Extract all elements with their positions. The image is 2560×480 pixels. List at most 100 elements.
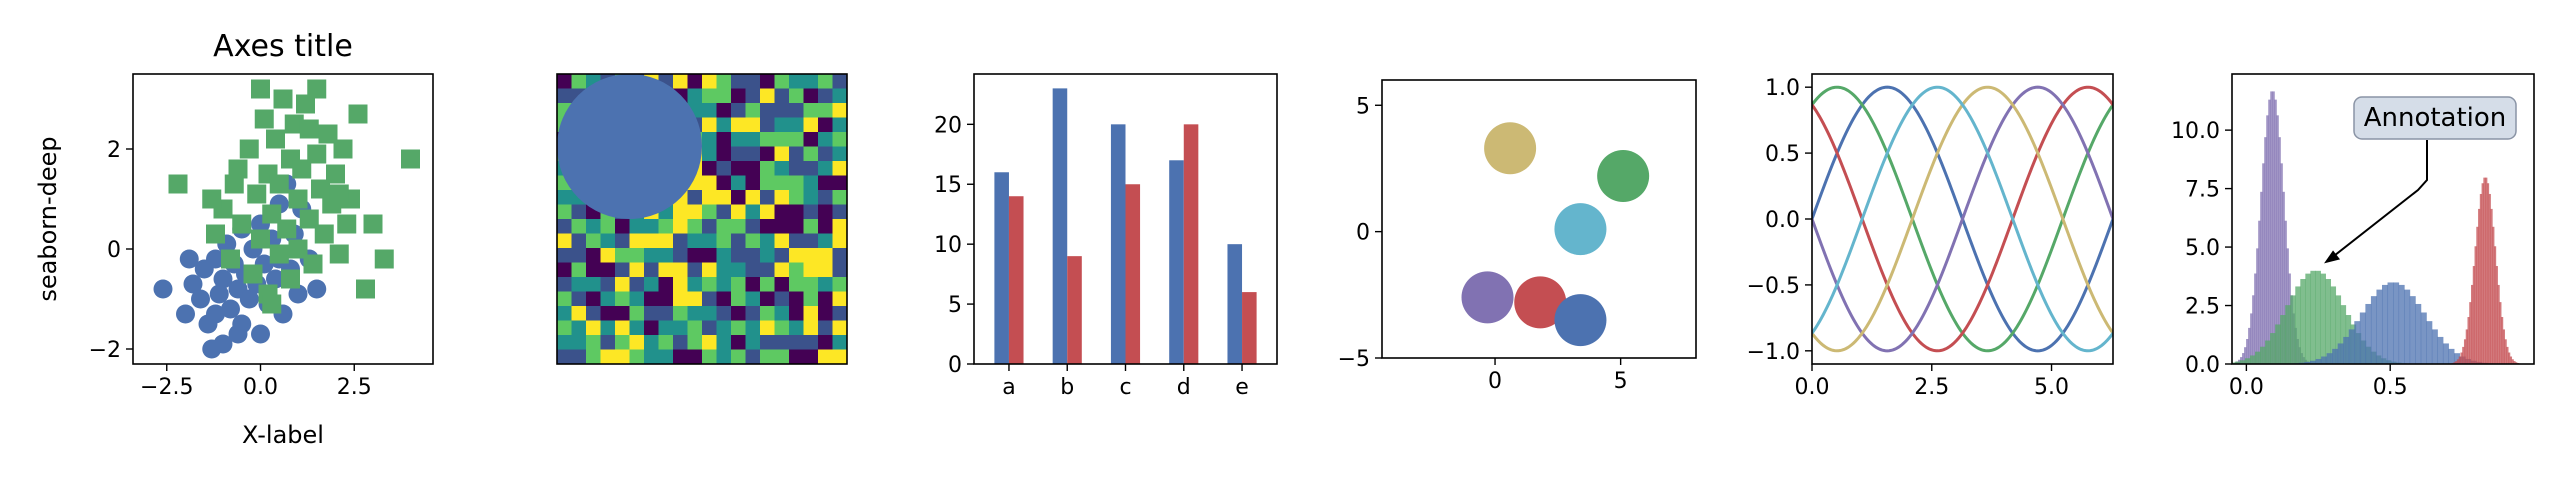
hist-bar	[2502, 329, 2505, 364]
heatmap-cell	[803, 175, 819, 191]
heatmap-cell	[745, 204, 761, 220]
heatmap-cell	[687, 204, 703, 220]
heatmap-cell	[789, 262, 805, 278]
heatmap-cell	[571, 291, 587, 307]
hist-bar	[2504, 339, 2507, 364]
hist-bar	[2310, 270, 2316, 364]
heatmap-cell	[557, 248, 573, 264]
x-tick-label: −2.5	[140, 375, 193, 400]
scatter-point-square	[363, 214, 383, 234]
heatmap-cell	[789, 204, 805, 220]
heatmap-cell	[774, 248, 790, 264]
hist-bar	[2460, 352, 2463, 364]
hist-bar	[2315, 358, 2322, 364]
heatmap-cell	[673, 335, 689, 351]
scatter-point-circle	[153, 279, 173, 299]
heatmap-cell	[571, 277, 587, 293]
heatmap-cell	[600, 277, 616, 293]
heatmap-cell	[803, 262, 819, 278]
hist-bar	[2420, 312, 2427, 364]
hist-bar	[2370, 296, 2377, 364]
scatter-point-square	[266, 129, 285, 149]
heatmap-cell	[760, 219, 776, 235]
heatmap-cell	[760, 233, 776, 249]
heatmap-cell	[557, 74, 573, 90]
y-tick-label: 0	[107, 238, 121, 263]
heatmap-cell	[673, 291, 689, 307]
hist-bar	[2325, 278, 2332, 364]
scatter-point-square	[262, 204, 282, 224]
scatter-point-square	[269, 174, 289, 194]
hist-bar	[2448, 348, 2455, 364]
bar	[1052, 88, 1068, 365]
heatmap-cell	[760, 262, 776, 278]
hist-bar	[2260, 191, 2263, 364]
heatmap-cell	[557, 306, 573, 322]
scatter-point-square	[232, 214, 252, 234]
heatmap-cell	[687, 233, 703, 249]
hist-bar	[2270, 333, 2276, 364]
y-tick-label: 0.0	[2185, 353, 2220, 378]
heatmap-cell	[731, 146, 747, 162]
heatmap-cell	[687, 320, 703, 336]
heatmap-cell	[774, 349, 790, 364]
heatmap-cell	[803, 320, 819, 336]
hist-bar	[2300, 278, 2306, 364]
heatmap-cell	[774, 161, 790, 177]
heatmap-cell	[600, 335, 616, 351]
hist-bar	[2465, 329, 2468, 364]
heatmap-cell	[774, 146, 790, 162]
heatmap-cell	[615, 248, 631, 264]
heatmap-cell	[832, 233, 847, 249]
y-tick-label: 10	[934, 233, 962, 258]
heatmap-cell	[745, 132, 761, 148]
hist-bar	[2278, 137, 2281, 364]
heatmap-cell	[557, 219, 573, 235]
plot-area	[153, 79, 420, 359]
heatmap-cell	[745, 320, 761, 336]
heatmap-cell	[789, 190, 805, 206]
heatmap-cell	[731, 88, 747, 104]
heatmap-cell	[615, 277, 631, 293]
scatter-point-circle	[206, 304, 225, 324]
hist-bar	[2490, 208, 2493, 364]
heatmap-cell	[832, 320, 847, 336]
heatmap-cell	[615, 349, 631, 364]
heatmap-cell	[803, 277, 819, 293]
hist-bar	[2330, 286, 2337, 364]
scatter-point-square	[262, 294, 282, 314]
heatmap-cell	[731, 349, 747, 364]
heatmap-cell	[731, 103, 747, 119]
heatmap-cell	[644, 219, 660, 235]
heatmap-cell	[789, 103, 805, 119]
heatmap-cell	[658, 262, 674, 278]
heatmap-cell	[687, 88, 703, 104]
circle-marker	[1514, 276, 1567, 329]
heatmap-cell	[818, 204, 834, 220]
y-tick-label: 20	[934, 113, 962, 138]
heatmap-cell	[629, 262, 645, 278]
heatmap-cell	[731, 277, 747, 293]
heatmap-circle	[557, 74, 702, 219]
heatmap-cell	[615, 219, 631, 235]
heatmap-cell	[745, 175, 761, 191]
hist-bar	[2262, 163, 2265, 364]
hist-bar	[2431, 329, 2438, 364]
heatmap-cell	[586, 277, 602, 293]
heatmap-cell	[803, 233, 819, 249]
heatmap-cell	[760, 277, 776, 293]
heatmap-cell	[716, 277, 732, 293]
heatmap-cell	[629, 277, 645, 293]
heatmap-cell	[571, 233, 587, 249]
scatter-point-square	[292, 159, 312, 179]
heatmap-cell	[832, 146, 847, 162]
heatmap-cell	[557, 190, 573, 206]
heatmap-cell	[658, 248, 674, 264]
hist-bar	[2282, 191, 2285, 364]
scatter-point-square	[284, 114, 304, 134]
x-axis-label: X-label	[242, 421, 324, 449]
annotation-arrowhead	[2324, 250, 2341, 264]
heatmap-cell	[702, 146, 718, 162]
heatmap-cell	[803, 219, 819, 235]
heatmap-cell	[702, 103, 718, 119]
